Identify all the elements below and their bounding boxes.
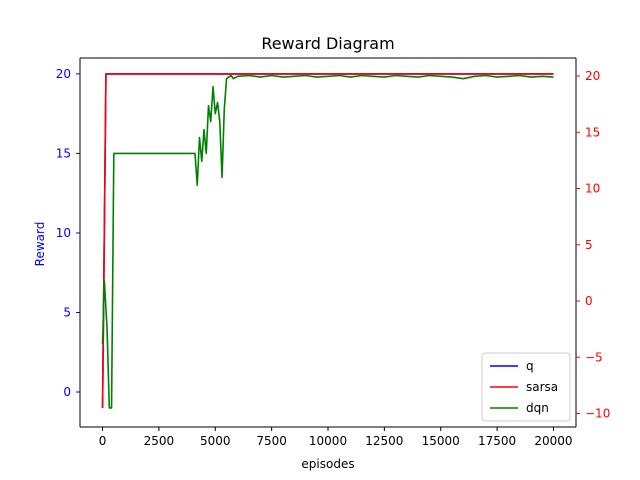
y-right-tick-label: 0	[585, 294, 593, 308]
y-tick-label: 15	[56, 146, 71, 160]
y-right-tick-label: 20	[585, 69, 600, 83]
legend-label-q: q	[526, 359, 534, 373]
x-tick-label: 5000	[200, 434, 231, 448]
y-tick-label: 10	[56, 226, 71, 240]
chart-title: Reward Diagram	[261, 34, 394, 53]
legend-box	[481, 352, 571, 422]
y-tick-label: 5	[63, 305, 71, 319]
x-axis-label: episodes	[301, 457, 354, 471]
x-tick-label: 10000	[309, 434, 347, 448]
legend-label-dqn: dqn	[526, 401, 549, 415]
y-axis-label: Reward	[33, 222, 47, 267]
x-tick-label: 17500	[478, 434, 516, 448]
y-tick-label: 20	[56, 67, 71, 81]
x-tick-label: 12500	[365, 434, 403, 448]
y-tick-label: 0	[63, 385, 71, 399]
y-right-tick-label: 10	[585, 182, 600, 196]
series-layer	[101, 73, 554, 409]
y-right-tick-label: −5	[585, 350, 603, 364]
y-right-tick-label: 5	[585, 238, 593, 252]
x-tick-label: 15000	[422, 434, 460, 448]
y-right-tick-label: −10	[585, 407, 610, 421]
x-tick-label: 2500	[144, 434, 175, 448]
x-tick-label: 20000	[534, 434, 572, 448]
x-tick-label: 7500	[256, 434, 287, 448]
y-right-tick-label: 15	[585, 125, 600, 139]
series-line-dqn	[101, 74, 554, 409]
axes-layer: 0 2500 5000 7500 10000 12500 15000 17500 20000 0 5…	[56, 57, 610, 448]
legend-label-sarsa: sarsa	[526, 380, 558, 394]
legend: q sarsa dqn	[481, 352, 571, 422]
x-tick-label: 0	[99, 434, 107, 448]
